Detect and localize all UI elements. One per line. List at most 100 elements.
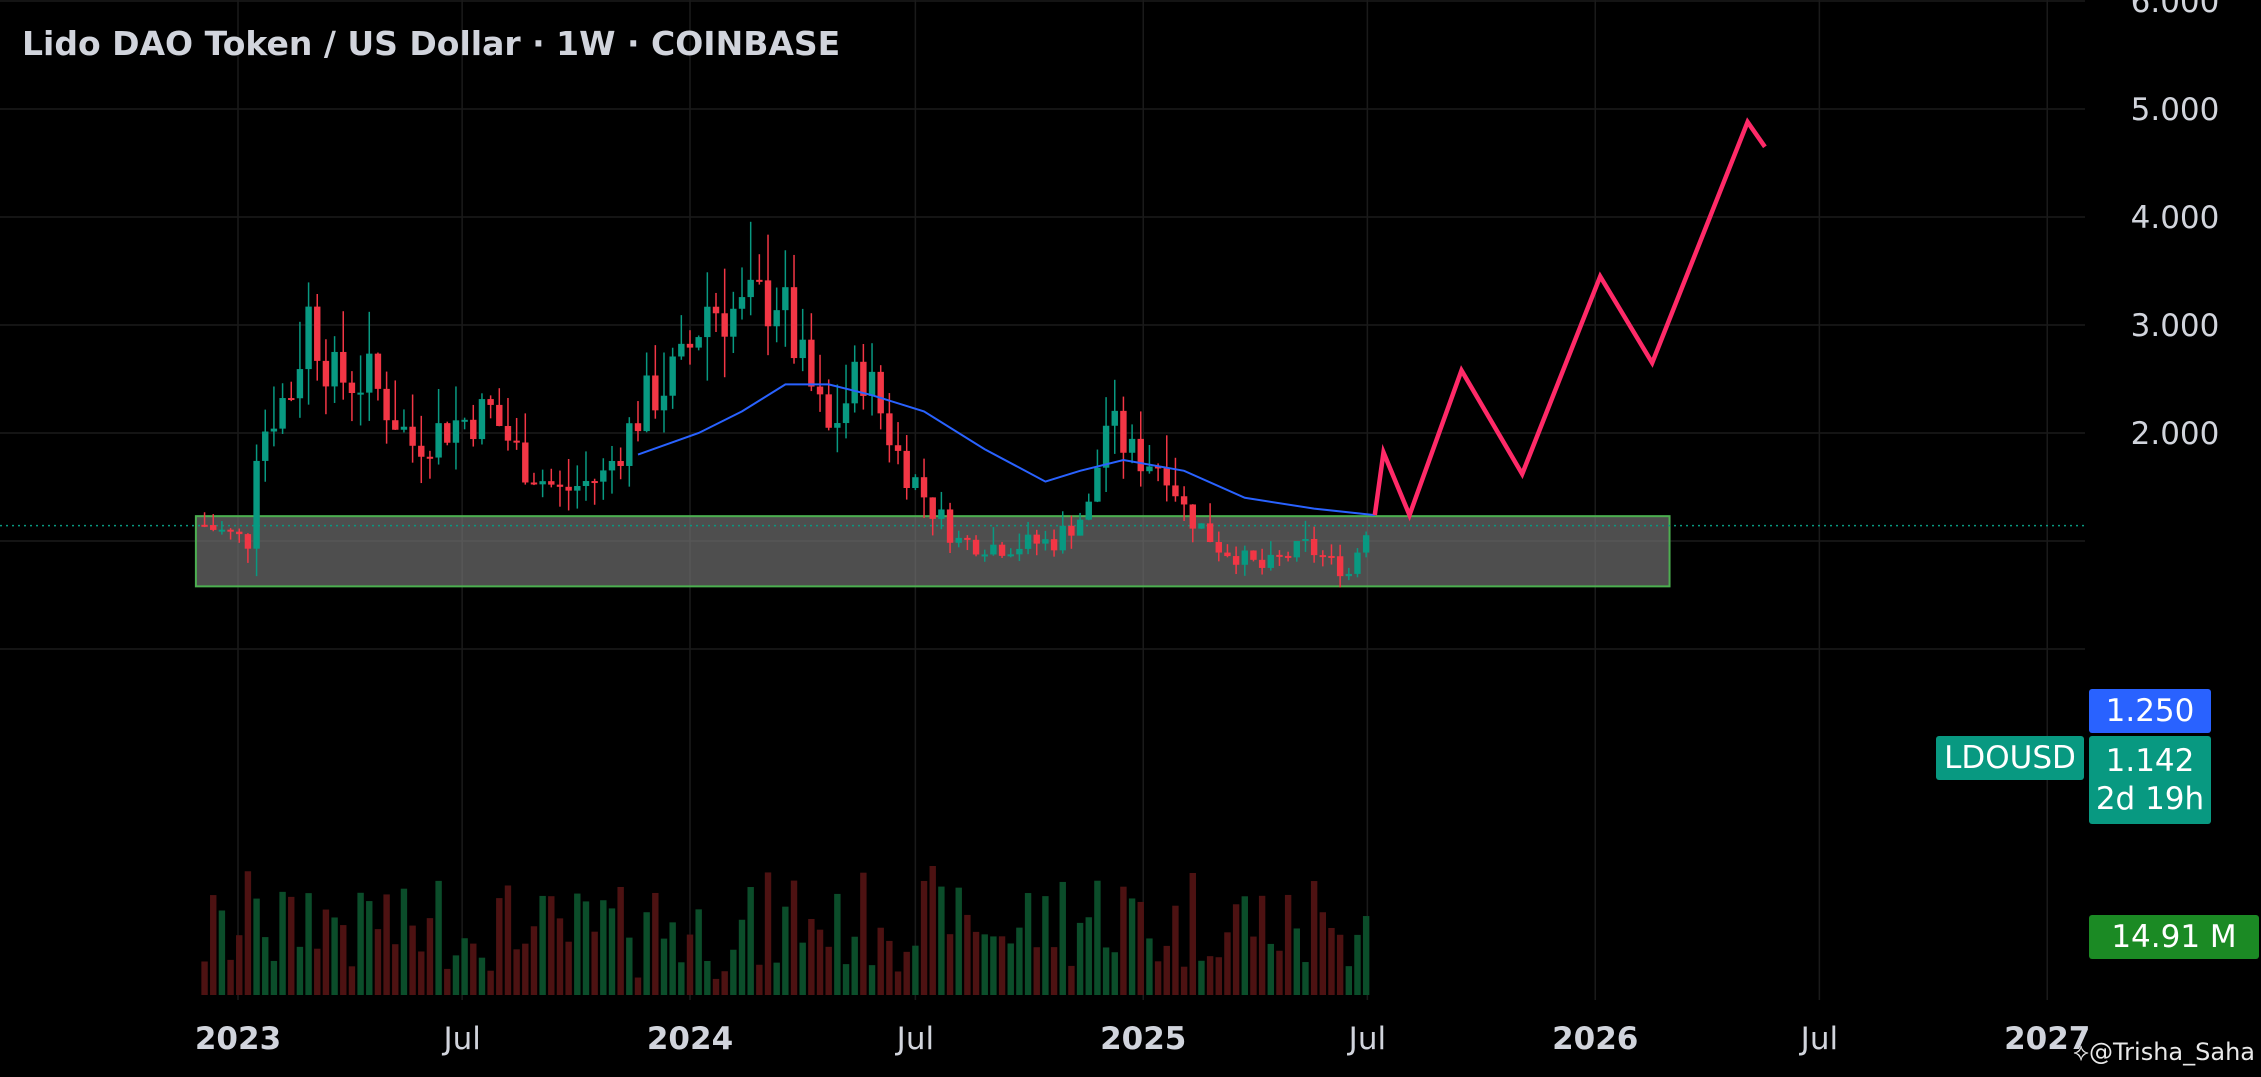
- volume-bar: [756, 964, 763, 995]
- candle-body: [747, 279, 754, 298]
- volume-bar: [1154, 961, 1162, 995]
- support-zone[interactable]: [194, 515, 1671, 588]
- volume-bar: [955, 887, 962, 995]
- y-axis: 6.000 5.000 4.000 3.000 2.000: [2131, 0, 2220, 452]
- volume-bar: [998, 936, 1006, 995]
- grid-lines: [0, 0, 2085, 1000]
- x-tick-label: 2024: [647, 1021, 733, 1057]
- candle-body: [1276, 554, 1283, 557]
- volume-bar: [1354, 934, 1361, 995]
- volume-bar: [444, 968, 451, 995]
- volume-bar: [1111, 952, 1118, 995]
- candle-body: [860, 361, 867, 396]
- volume-bar: [842, 964, 850, 995]
- volume-bar: [686, 934, 694, 995]
- volume-value: 14.91 M: [2111, 919, 2237, 955]
- watermark-icon: ⟡: [2073, 1038, 2090, 1066]
- candle-body: [574, 486, 581, 491]
- x-tick-label: 2023: [195, 1021, 281, 1057]
- candle-body: [1250, 550, 1257, 560]
- candle-body: [1336, 556, 1344, 577]
- volume-bar: [470, 943, 477, 995]
- volume-bar: [764, 872, 772, 995]
- volume-bar: [1102, 947, 1110, 995]
- volume-bar: [886, 940, 893, 995]
- candle-body: [314, 306, 321, 361]
- volume-bar: [1059, 881, 1066, 995]
- candle-body: [738, 297, 746, 309]
- volume-bar: [1336, 934, 1344, 995]
- volume-bar: [695, 909, 702, 995]
- candle-body: [496, 404, 503, 426]
- candle-body: [1094, 467, 1101, 502]
- volume-bar: [678, 962, 685, 995]
- volume-bar: [539, 895, 546, 995]
- candle-body: [296, 369, 304, 399]
- candle-body: [643, 375, 650, 432]
- candle-body: [695, 337, 702, 348]
- candle-body: [721, 313, 728, 337]
- projection-path: [1372, 117, 1767, 522]
- volume-bar: [1042, 896, 1049, 995]
- candle-body: [972, 539, 980, 555]
- candle-body: [626, 423, 633, 466]
- volume-bar: [608, 908, 616, 995]
- candle-body: [920, 477, 928, 498]
- candle-body: [946, 509, 954, 543]
- candle-body: [756, 279, 763, 282]
- candle-body: [782, 287, 789, 311]
- candle-body: [236, 531, 243, 535]
- volume-bar: [513, 949, 520, 995]
- candle-body: [444, 423, 451, 443]
- candlesticks: [201, 221, 1370, 588]
- volume-bar: [816, 929, 824, 995]
- candle-body: [669, 356, 676, 396]
- candle-body: [452, 420, 460, 443]
- candle-body: [331, 351, 338, 387]
- volume-bar: [990, 936, 997, 995]
- candle-body: [1232, 556, 1240, 565]
- volume-bar: [418, 951, 425, 995]
- candle-body: [1284, 555, 1292, 558]
- volume-bar: [1033, 947, 1040, 995]
- volume-bar: [643, 912, 650, 995]
- volume-bar: [530, 926, 538, 995]
- volume-bar: [877, 927, 884, 995]
- candle-body: [348, 382, 356, 394]
- x-tick-label: Jul: [895, 1021, 934, 1057]
- candle-body: [660, 395, 668, 411]
- candle-body: [1293, 540, 1300, 558]
- candle-body: [790, 287, 798, 359]
- candle-body: [539, 481, 546, 485]
- candle-body: [764, 280, 772, 327]
- volume-bar: [218, 910, 226, 995]
- candle-body: [998, 544, 1006, 556]
- candle-body: [929, 497, 936, 519]
- volume-bars: [201, 865, 1370, 995]
- candle-body: [513, 440, 520, 443]
- volume-bar: [617, 886, 624, 995]
- candle-body: [426, 456, 434, 459]
- candle-body: [1241, 550, 1248, 565]
- symbol-label: LDOUSD: [1936, 736, 2084, 780]
- volume-bar: [1215, 957, 1222, 995]
- volume-bar: [660, 938, 668, 995]
- volume-bar: [348, 966, 356, 995]
- volume-bar: [210, 895, 217, 995]
- volume-bar: [799, 942, 806, 995]
- volume-bar: [288, 896, 295, 995]
- volume-bar: [721, 971, 728, 995]
- candle-body: [210, 525, 217, 530]
- volume-bar: [626, 937, 633, 995]
- candle-body: [288, 398, 295, 401]
- volume-bar: [790, 880, 798, 995]
- candle-body: [522, 442, 529, 483]
- candle-body: [1128, 438, 1136, 453]
- candle-body: [1362, 535, 1370, 553]
- candle-body: [409, 426, 416, 446]
- volume-bar: [392, 944, 399, 995]
- volume-bar: [270, 960, 278, 995]
- volume-bar: [461, 938, 468, 995]
- volume-bar: [1198, 960, 1205, 995]
